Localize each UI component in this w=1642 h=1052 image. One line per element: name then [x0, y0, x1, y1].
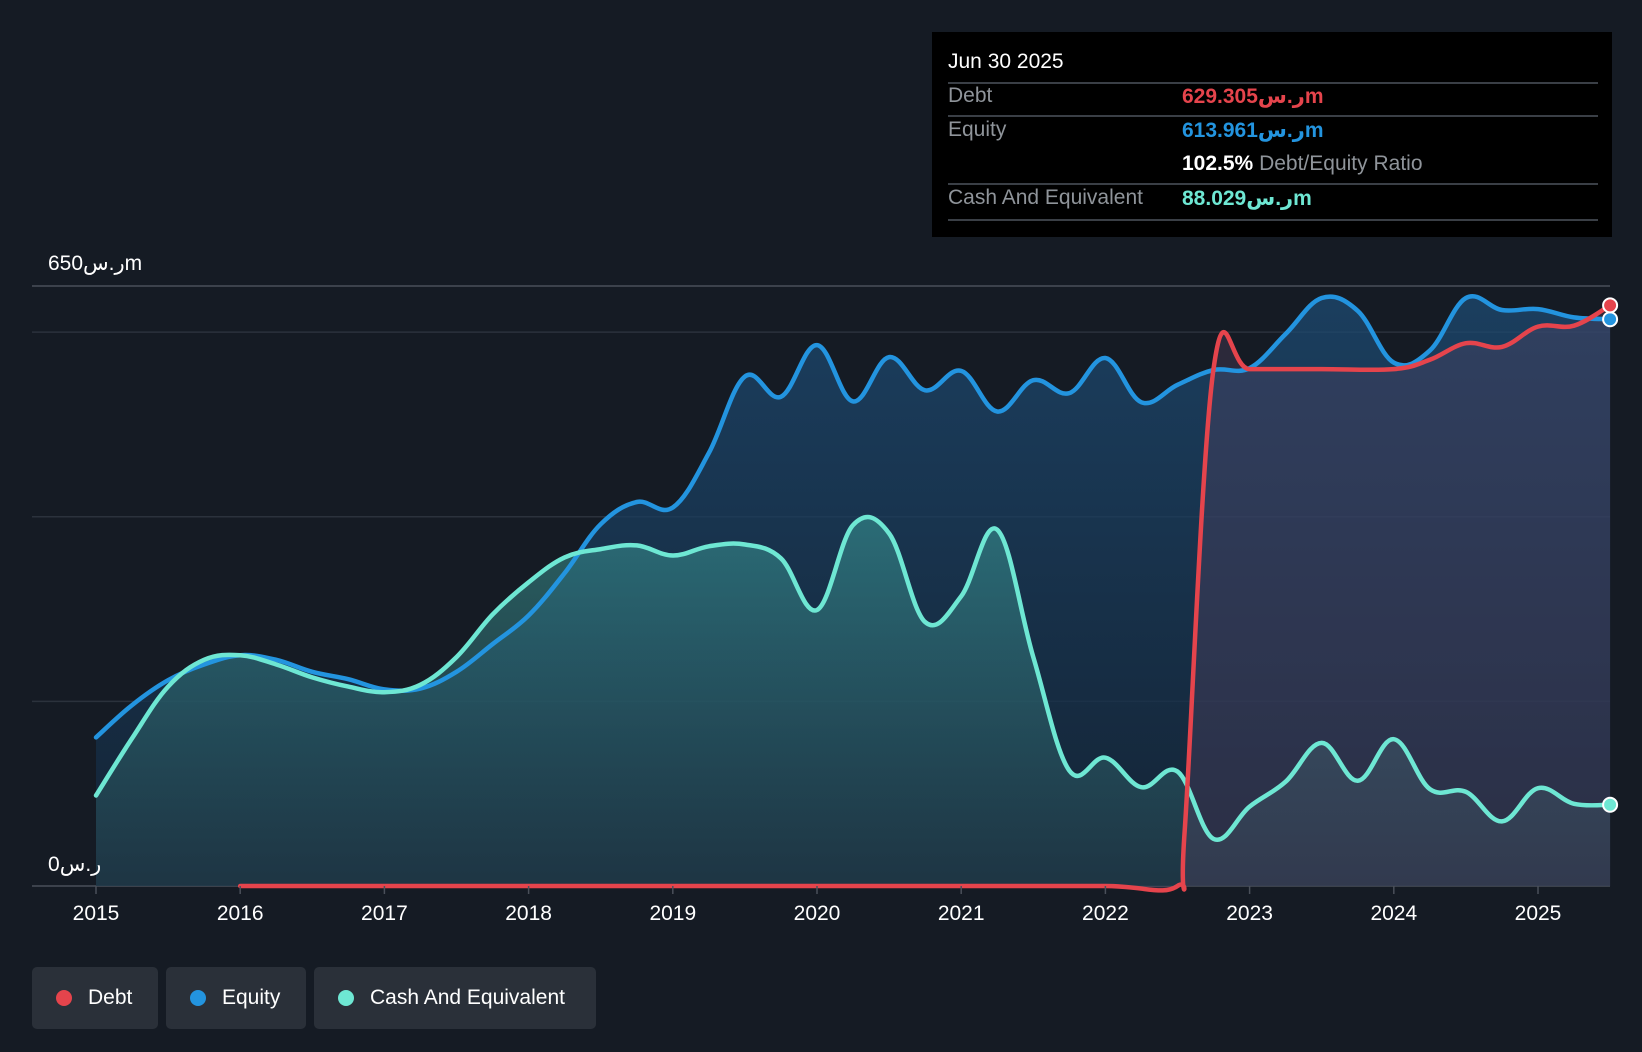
- tooltip-cash-value: 88.029ر.سm: [1182, 187, 1312, 210]
- legend-item-cash[interactable]: Cash And Equivalent: [314, 967, 596, 1029]
- debt-dot-icon: [56, 990, 72, 1006]
- series-areas: [96, 296, 1611, 891]
- tooltip-date: Jun 30 2025: [948, 50, 1064, 73]
- cash-and-equivalent-line: [93, 514, 1613, 842]
- x-tick-label: 2016: [217, 902, 264, 925]
- debt-line: [237, 303, 1613, 893]
- x-tick-label: 2025: [1515, 902, 1562, 925]
- x-tick-label: 2017: [361, 902, 408, 925]
- tooltip-divider: [948, 219, 1598, 221]
- y-label-top: 650ر.سm: [48, 252, 142, 275]
- tooltip-cash-label: Cash And Equivalent: [948, 186, 1143, 209]
- cash-and-equivalent-area: [96, 517, 1611, 886]
- x-axis: 2015 2016 2017 2018 2019 2020 2021 2022 2023 2024…: [73, 886, 1562, 925]
- y-label-bottom: 0ر.س: [48, 853, 101, 876]
- tooltip-divider: [948, 82, 1598, 84]
- x-tick-label: 2020: [794, 902, 841, 925]
- tooltip-divider: [948, 115, 1598, 117]
- x-tick-label: 2021: [938, 902, 985, 925]
- tooltip-ratio: 102.5% Debt/Equity Ratio: [1182, 152, 1423, 176]
- tooltip-debt-value: 629.305ر.سm: [1182, 85, 1324, 108]
- equity-endpoint: [1602, 311, 1619, 328]
- x-tick-label: 2019: [649, 902, 696, 925]
- tooltip-equity-value: 613.961ر.سm: [1182, 119, 1324, 142]
- equity-line: [93, 294, 1613, 740]
- debt-endpoint: [1602, 297, 1619, 314]
- cash-and-equivalent-endpoint: [1602, 796, 1619, 813]
- tooltip-ratio-label: Debt/Equity Ratio: [1259, 152, 1423, 175]
- tooltip-panel: Jun 30 2025 Debt 629.305ر.سm Equity 613.…: [932, 32, 1612, 237]
- x-tick-label: 2018: [505, 902, 552, 925]
- legend-label-cash: Cash And Equivalent: [370, 986, 565, 1009]
- cash-dot-icon: [338, 990, 354, 1006]
- legend-item-equity[interactable]: Equity: [166, 967, 306, 1029]
- tooltip-equity-label: Equity: [948, 118, 1007, 141]
- legend-label-debt: Debt: [88, 986, 133, 1009]
- x-tick-label: 2023: [1226, 902, 1273, 925]
- x-tick-label: 2022: [1082, 902, 1129, 925]
- series-endpoints: [1602, 297, 1619, 813]
- x-tick-label: 2024: [1370, 902, 1417, 925]
- tooltip-divider: [948, 183, 1598, 185]
- legend-label-equity: Equity: [222, 986, 281, 1009]
- series-lines: [93, 294, 1613, 893]
- equity-dot-icon: [190, 990, 206, 1006]
- tooltip-ratio-value: 102.5%: [1182, 152, 1254, 175]
- x-tick-label: 2015: [73, 902, 120, 925]
- tooltip-debt-label: Debt: [948, 84, 993, 107]
- debt-area: [240, 305, 1611, 891]
- legend-item-debt[interactable]: Debt: [32, 967, 158, 1029]
